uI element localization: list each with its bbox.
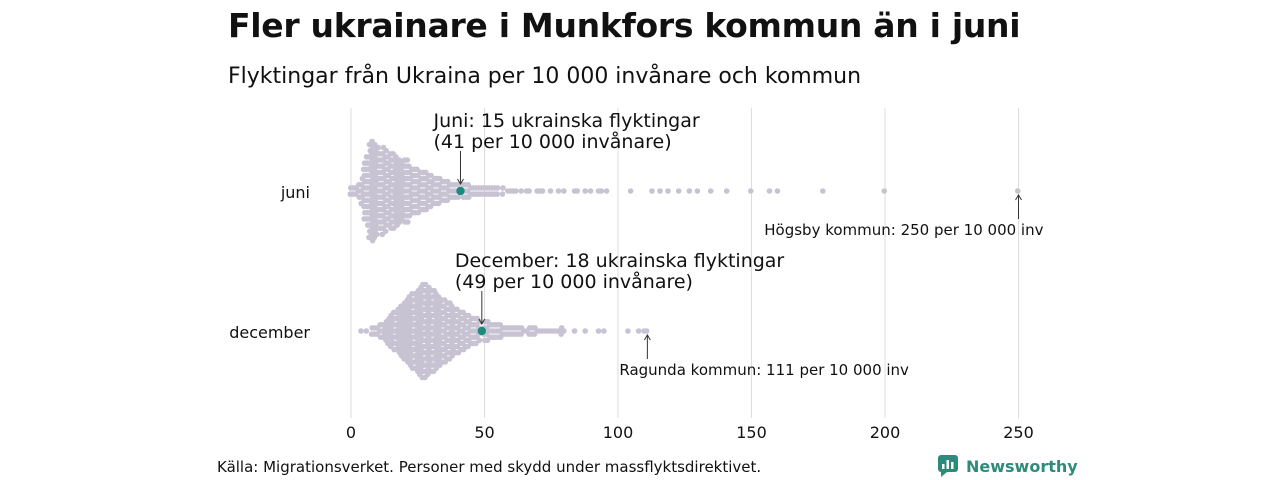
- data-point: [582, 188, 589, 194]
- x-tick-label: 200: [870, 423, 901, 442]
- data-point: [707, 188, 714, 194]
- data-point: [625, 328, 631, 334]
- highlight-label-line1: Juni: 15 ukrainska flyktingar: [432, 110, 699, 132]
- source-note: Källa: Migrationsverket. Personer med sk…: [217, 458, 762, 476]
- max-arrowhead: [1015, 194, 1022, 201]
- highlight-label-line2: (41 per 10 000 invånare): [433, 130, 671, 153]
- data-point: [454, 182, 461, 188]
- data-point: [476, 337, 483, 344]
- data-point: [547, 188, 554, 194]
- data-point: [518, 188, 524, 194]
- newsworthy-logo-icon: [938, 455, 958, 477]
- data-point: [512, 188, 519, 194]
- data-point: [587, 188, 594, 194]
- data-point: [375, 144, 382, 151]
- data-point: [643, 328, 650, 334]
- data-point: [358, 328, 364, 334]
- data-point: [601, 328, 607, 334]
- data-point: [571, 328, 578, 334]
- brand-logo: Newsworthy: [938, 455, 1078, 477]
- data-point: [539, 188, 546, 194]
- data-point: [555, 188, 562, 194]
- brand-name: Newsworthy: [966, 456, 1078, 476]
- data-point: [747, 188, 754, 194]
- max-arrowhead: [643, 334, 651, 341]
- data-point: [1014, 188, 1021, 194]
- data-point: [774, 188, 781, 194]
- data-point: [595, 328, 602, 334]
- x-tick-label: 100: [603, 423, 634, 442]
- data-point: [499, 191, 506, 197]
- highlight-point: [477, 326, 487, 336]
- data-point: [657, 188, 663, 194]
- row-label-juni: juni: [280, 183, 310, 202]
- data-point: [694, 188, 701, 194]
- data-point: [561, 328, 567, 334]
- data-point: [500, 185, 506, 191]
- data-point: [766, 188, 773, 194]
- data-point: [723, 188, 730, 194]
- data-point: [404, 157, 411, 163]
- data-point: [603, 188, 610, 194]
- x-tick-label: 50: [474, 423, 494, 442]
- chart-title: Fler ukrainare i Munkfors kommun än i ju…: [228, 6, 1021, 45]
- highlight-point: [456, 186, 465, 196]
- data-point: [455, 194, 461, 200]
- data-point: [820, 188, 826, 194]
- highlight-arrowhead: [457, 178, 464, 185]
- data-point: [627, 188, 634, 194]
- data-point: [405, 219, 411, 225]
- data-point: [494, 191, 500, 197]
- x-tick-label: 150: [736, 423, 767, 442]
- x-tick-label: 0: [346, 423, 356, 442]
- data-point: [561, 188, 567, 194]
- x-tick-label: 250: [1003, 423, 1034, 442]
- data-point: [526, 188, 532, 194]
- max-label: Ragunda kommun: 111 per 10 000 inv: [619, 361, 909, 379]
- data-point: [635, 328, 642, 334]
- data-point: [675, 188, 682, 194]
- data-point: [598, 188, 605, 194]
- row-label-december: december: [229, 323, 310, 342]
- highlight-label-line1: December: 18 ukrainska flyktingar: [455, 250, 785, 272]
- data-point: [363, 328, 370, 334]
- data-point: [649, 188, 655, 194]
- data-point: [383, 147, 390, 154]
- data-point: [374, 231, 380, 238]
- highlight-label-line2: (49 per 10 000 invånare): [455, 270, 693, 293]
- data-point: [686, 188, 693, 194]
- data-point: [382, 228, 389, 235]
- chart-subtitle: Flyktingar från Ukraina per 10 000 invån…: [228, 64, 862, 89]
- data-point: [665, 188, 671, 194]
- data-point: [574, 188, 580, 194]
- highlight-arrowhead: [478, 318, 486, 325]
- max-label: Högsby kommun: 250 per 10 000 inv: [764, 221, 1043, 239]
- data-point: [582, 328, 589, 334]
- data-point: [881, 188, 888, 194]
- data-point: [494, 185, 501, 191]
